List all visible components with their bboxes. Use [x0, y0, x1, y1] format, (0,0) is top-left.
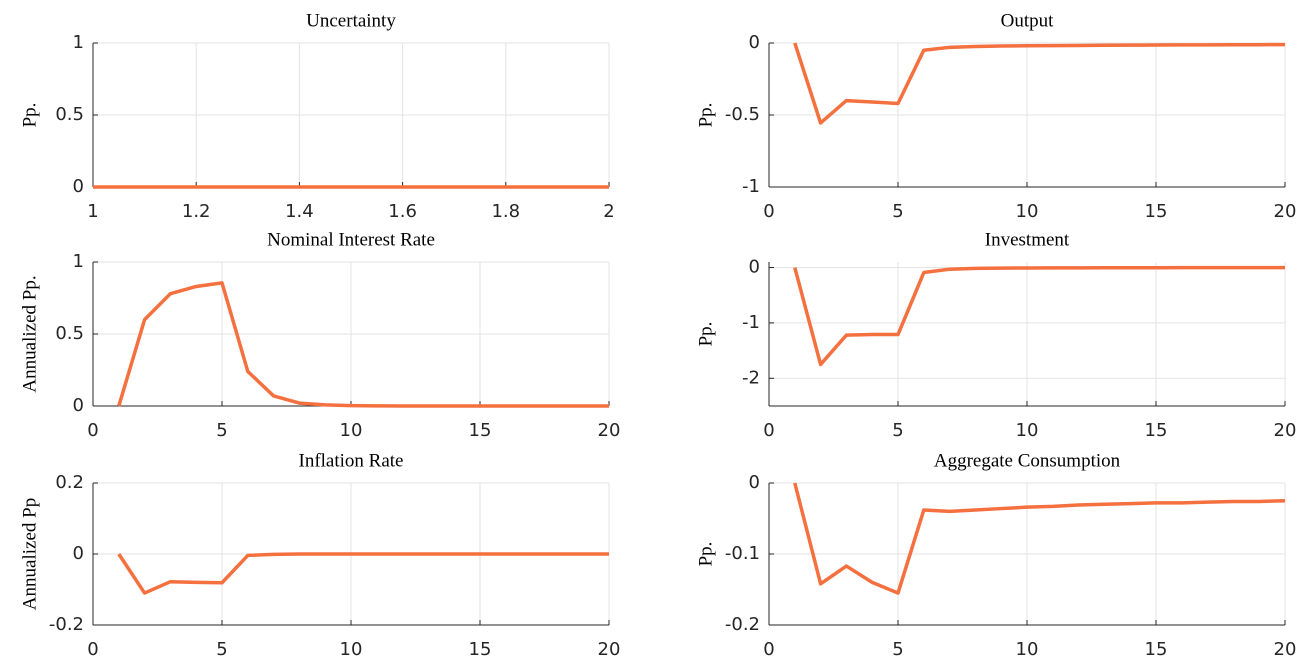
panel-title: Nominal Interest Rate [267, 229, 435, 250]
y-tick-label: 0 [73, 395, 84, 416]
x-tick-label: 20 [1274, 639, 1297, 658]
panel-title: Aggregate Consumption [934, 450, 1121, 471]
x-tick-label: 10 [340, 420, 363, 441]
data-line [793, 42, 1286, 125]
x-tick-label: 0 [763, 639, 774, 658]
x-tick-label: 10 [1016, 201, 1039, 222]
x-tick-label: 10 [1016, 639, 1039, 658]
y-tick-label: 0 [749, 32, 760, 53]
y-tick-label: 0 [749, 472, 760, 493]
x-tick-label: 20 [1274, 201, 1297, 222]
y-tick-label: -1 [742, 312, 760, 333]
x-tick-label: 0 [87, 420, 98, 441]
y-tick-label: -0.1 [725, 543, 760, 564]
y-tick-label: 0 [749, 257, 760, 278]
x-tick-label: 15 [469, 639, 492, 658]
x-tick-label: 15 [469, 420, 492, 441]
y-axis-label: Pp. [695, 103, 716, 128]
x-tick-label: 5 [216, 420, 227, 441]
x-tick-label: 1.4 [285, 201, 314, 222]
x-tick-label: 1 [87, 201, 98, 222]
y-tick-label: 0 [73, 543, 84, 564]
y-tick-label: 0 [73, 176, 84, 197]
data-line [117, 281, 609, 408]
x-tick-label: 20 [598, 420, 621, 441]
panel-title: Output [1001, 10, 1055, 31]
y-tick-label: 0.2 [55, 472, 84, 493]
panel-title: Investment [985, 229, 1070, 250]
y-axis-label: Pp. [695, 542, 716, 567]
y-tick-label: -0.5 [725, 104, 760, 125]
y-tick-label: -0.2 [49, 614, 84, 635]
y-axis-label: Annualized Pp [19, 498, 40, 610]
data-line [793, 265, 1285, 367]
x-tick-label: 0 [763, 201, 774, 222]
x-tick-label: 0 [763, 420, 774, 441]
x-tick-label: 20 [1274, 420, 1297, 441]
x-tick-label: 15 [1145, 201, 1168, 222]
x-tick-label: 2 [603, 201, 614, 222]
x-tick-label: 20 [598, 639, 621, 658]
x-tick-label: 5 [892, 420, 903, 441]
y-axis-label: Pp. [695, 322, 716, 347]
data-line [793, 482, 1286, 595]
x-tick-label: 5 [892, 639, 903, 658]
y-tick-label: -2 [742, 367, 760, 388]
panel-title: Uncertainty [306, 10, 396, 31]
x-tick-label: 1.6 [388, 201, 417, 222]
y-tick-label: 1 [73, 32, 84, 53]
y-tick-label: -0.2 [725, 614, 760, 635]
y-tick-label: 0.5 [55, 323, 84, 344]
x-tick-label: 5 [892, 201, 903, 222]
y-tick-label: -1 [742, 176, 760, 197]
x-tick-label: 15 [1145, 639, 1168, 658]
y-tick-label: 0.5 [55, 104, 84, 125]
data-line [117, 552, 609, 595]
x-tick-label: 1.8 [491, 201, 520, 222]
panel-title: Inflation Rate [299, 450, 404, 471]
x-tick-label: 0 [87, 639, 98, 658]
x-tick-label: 10 [1016, 420, 1039, 441]
y-axis-label: Pp. [19, 103, 40, 128]
y-tick-label: 1 [73, 251, 84, 272]
x-tick-label: 1.2 [182, 201, 211, 222]
x-tick-label: 5 [216, 639, 227, 658]
x-tick-label: 10 [340, 639, 363, 658]
y-axis-label: Annualized Pp. [19, 275, 40, 392]
x-tick-label: 15 [1145, 420, 1168, 441]
